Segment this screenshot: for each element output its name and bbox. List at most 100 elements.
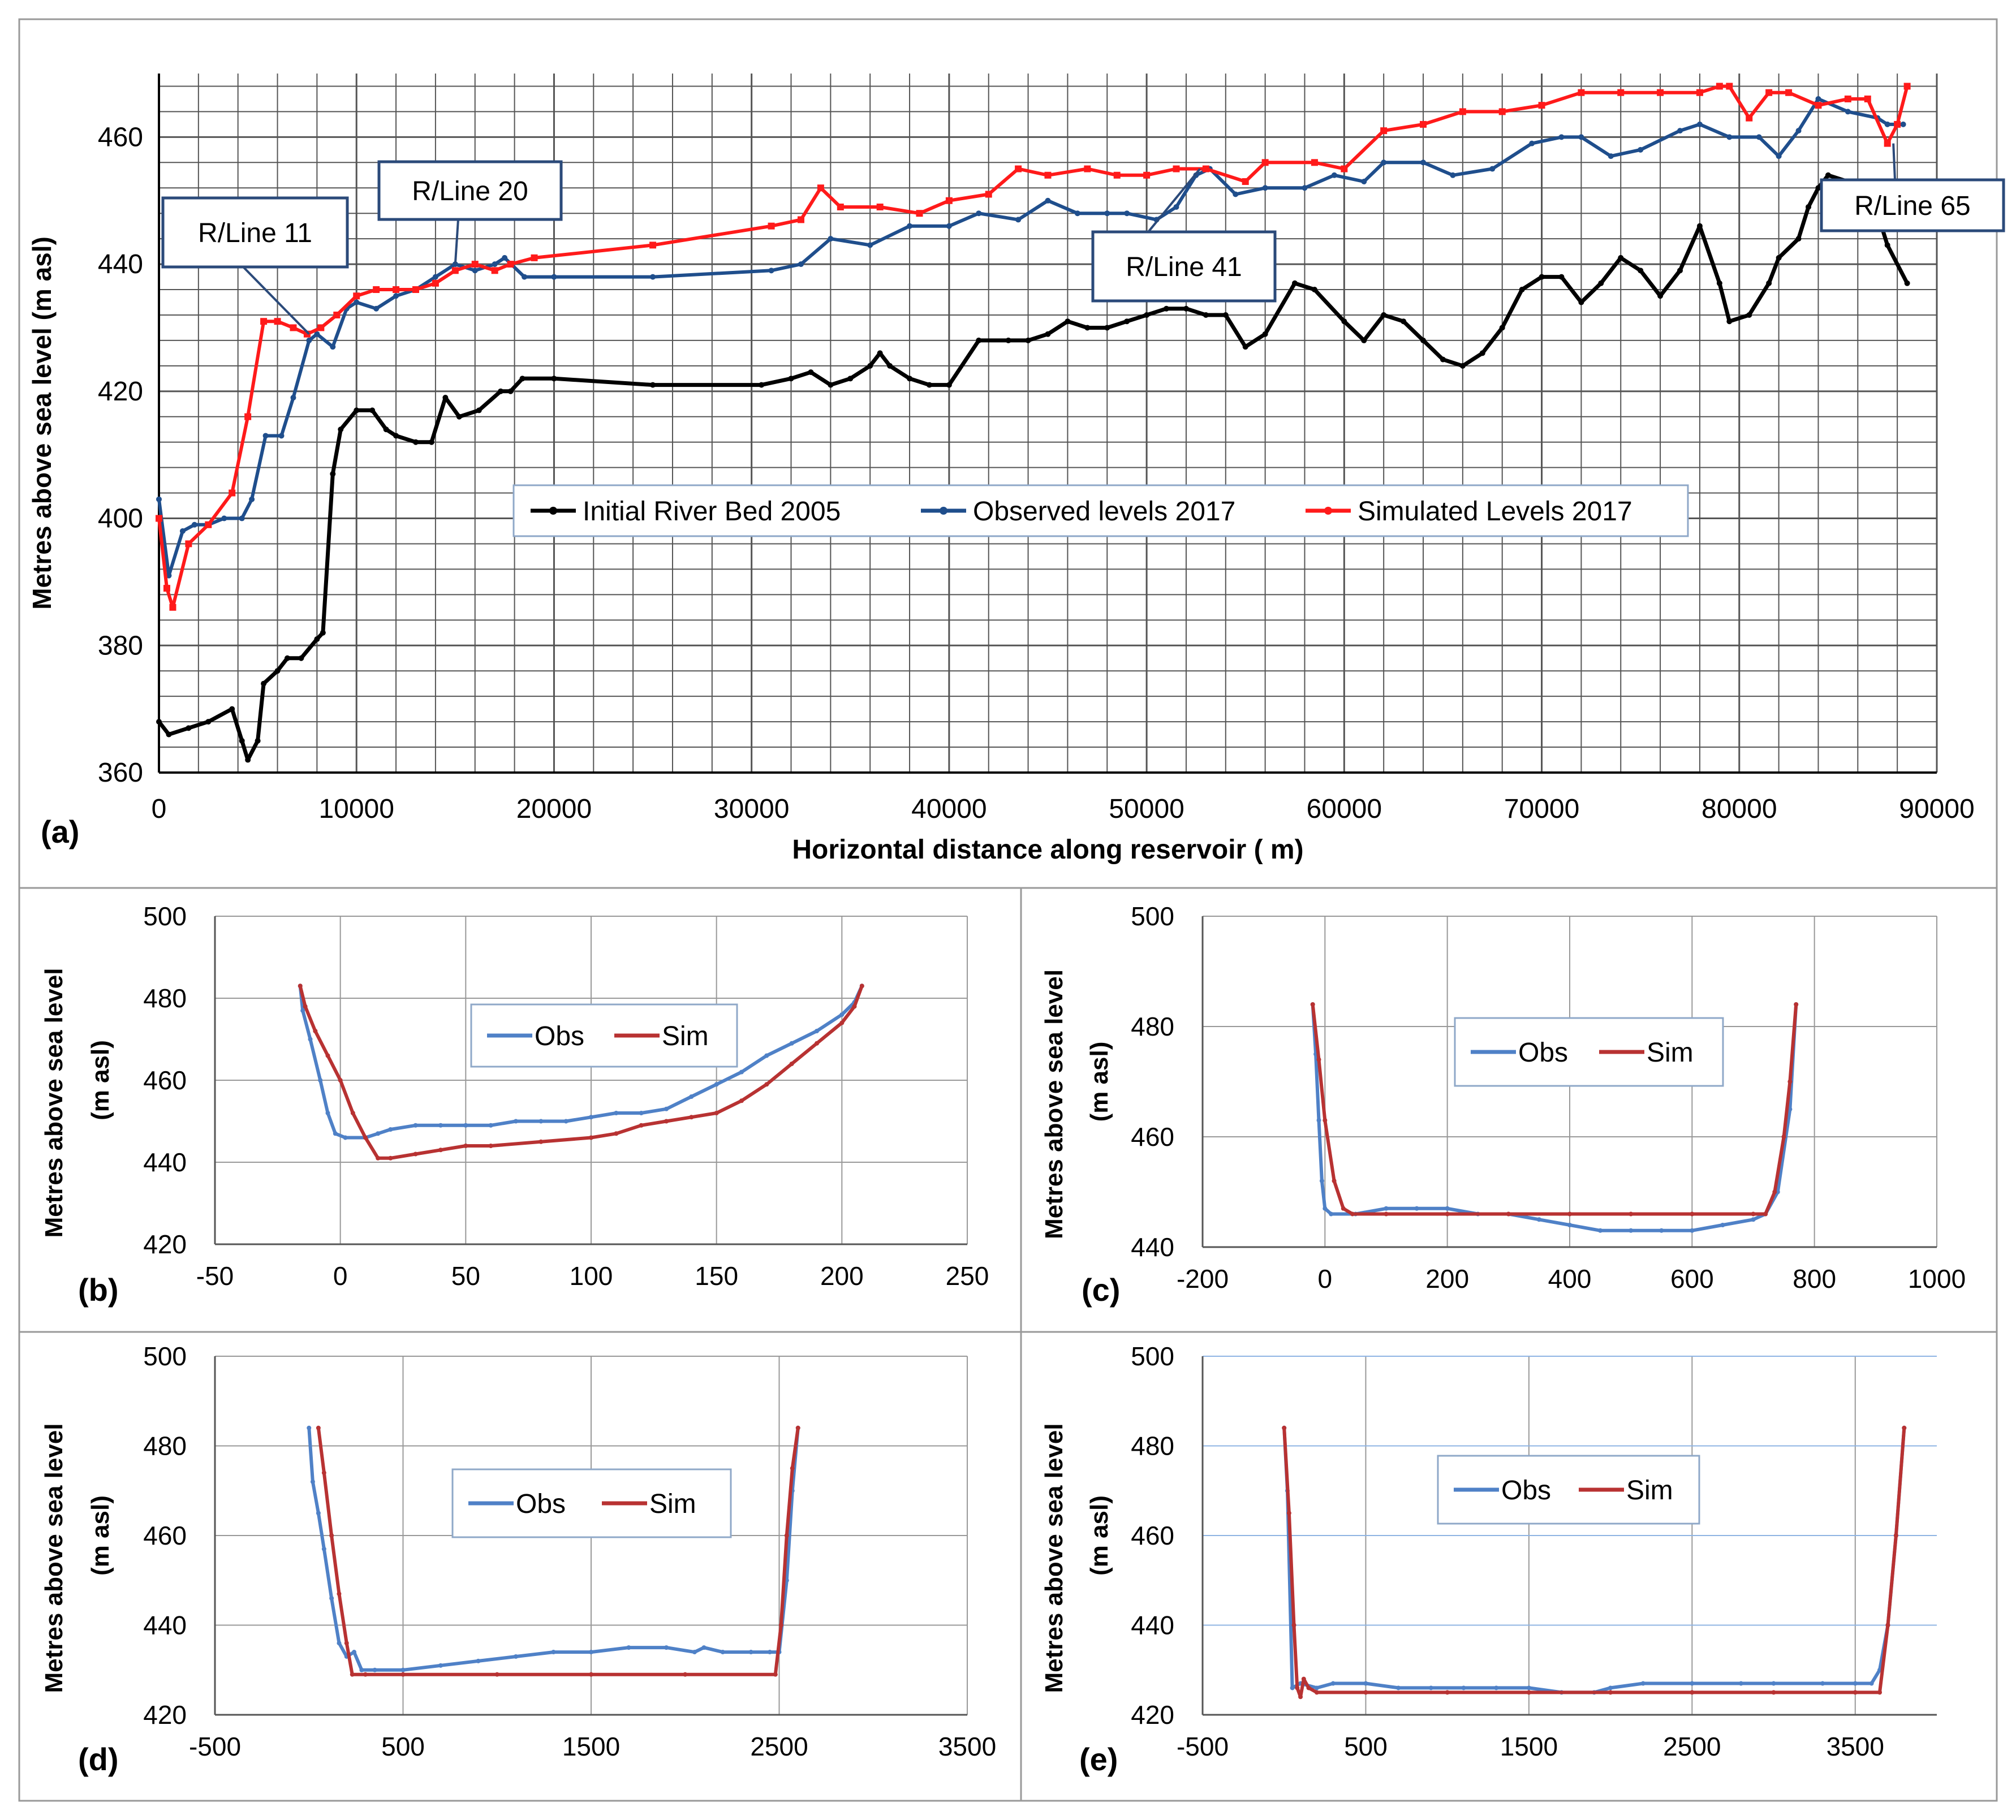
series-point-sim (714, 1111, 719, 1115)
series-point-sim (1893, 1533, 1898, 1538)
series-point-initial-river-bed-2005 (1144, 312, 1150, 318)
series-point-simulated-levels-2017 (1884, 140, 1891, 147)
series-point-initial-river-bed-2005 (759, 382, 765, 388)
x-tick-label: 30000 (714, 794, 789, 824)
series-point-initial-river-bed-2005 (239, 738, 245, 744)
series-point-simulated-levels-2017 (333, 311, 341, 318)
series-point-observed-levels-2017 (1815, 96, 1821, 102)
series-point-initial-river-bed-2005 (1164, 305, 1170, 312)
series-point-initial-river-bed-2005 (1341, 318, 1347, 325)
y-tick-label: 420 (98, 377, 143, 407)
series-point-initial-river-bed-2005 (1696, 223, 1703, 229)
series-point-sim (739, 1098, 744, 1103)
series-point-simulated-levels-2017 (1143, 171, 1151, 179)
series-point-initial-river-bed-2005 (1558, 274, 1565, 280)
series-point-obs (308, 1037, 313, 1042)
series-point-sim (1332, 1179, 1337, 1183)
panel-d: -500 500 1500 2500 3500 420 440 460 480 500 Metres… (40, 1342, 996, 1777)
series-point-initial-river-bed-2005 (1479, 350, 1485, 356)
series-point-sim (1314, 1690, 1319, 1695)
series-point-sim (589, 1672, 593, 1677)
series-point-obs (1319, 1179, 1324, 1183)
series-point-observed-levels-2017 (166, 572, 172, 579)
series-point-observed-levels-2017 (1578, 134, 1584, 140)
series-point-sim (1877, 1690, 1883, 1695)
series-point-simulated-levels-2017 (1113, 171, 1121, 179)
series-point-simulated-levels-2017 (373, 286, 380, 294)
series-point-sim (350, 1672, 355, 1677)
y-axis-title-line1: Metres above sea level (1040, 969, 1068, 1239)
x-tick-label: 60000 (1307, 794, 1382, 824)
series-point-initial-river-bed-2005 (1499, 325, 1505, 331)
callout-leader-r-line-41 (1147, 168, 1201, 233)
series-point-obs (664, 1645, 669, 1650)
series-point-observed-levels-2017 (239, 515, 245, 521)
series-line-sim (316, 1427, 800, 1676)
series-point-obs (689, 1094, 694, 1099)
series-point-initial-river-bed-2005 (383, 426, 389, 433)
series-point-simulated-levels-2017 (649, 241, 657, 249)
series-point-sim (1295, 1685, 1300, 1690)
series-point-simulated-levels-2017 (1746, 114, 1753, 122)
series-point-simulated-levels-2017 (1538, 102, 1545, 109)
series-point-observed-levels-2017 (522, 274, 528, 280)
legend-label-sim: Sim (649, 1489, 696, 1519)
series-point-simulated-levels-2017 (1864, 95, 1871, 102)
series-point-initial-river-bed-2005 (1578, 299, 1584, 305)
x-tick-label: 250 (946, 1261, 989, 1291)
panel-e: -500 500 1500 2500 3500 420 440 460 480 500 Metres… (1040, 1342, 1937, 1777)
series-point-sim (363, 1672, 368, 1677)
series-point-sim (683, 1672, 688, 1677)
series-point-simulated-levels-2017 (1242, 178, 1249, 186)
series-point-simulated-levels-2017 (1380, 127, 1388, 135)
callout-box-r-line-11 (161, 196, 349, 269)
series-point-obs (1738, 1681, 1743, 1686)
y-axis-title-line1: Metres above sea level (40, 968, 68, 1238)
x-tick-label: 0 (1318, 1264, 1333, 1293)
x-tick-label: 200 (820, 1261, 864, 1291)
series-point-sim (1445, 1690, 1450, 1695)
x-tick-label: 2500 (750, 1732, 808, 1761)
series-point-initial-river-bed-2005 (476, 407, 482, 413)
series-point-initial-river-bed-2005 (1292, 280, 1298, 286)
x-tick-label: 80000 (1701, 794, 1777, 824)
series-point-observed-levels-2017 (1558, 134, 1565, 140)
series-point-obs (1629, 1228, 1634, 1233)
series-point-observed-levels-2017 (306, 337, 312, 343)
series-point-initial-river-bed-2005 (1222, 312, 1229, 318)
series-point-obs (1567, 1223, 1572, 1227)
y-tick-label: 460 (1131, 1521, 1174, 1550)
y-tick-label: 440 (1131, 1232, 1174, 1262)
series-point-sim (1341, 1206, 1346, 1211)
series-point-initial-river-bed-2005 (1124, 318, 1130, 325)
series-point-initial-river-bed-2005 (274, 668, 281, 674)
series-point-initial-river-bed-2005 (1065, 318, 1071, 325)
series-point-initial-river-bed-2005 (1420, 337, 1427, 343)
series-point-initial-river-bed-2005 (1440, 356, 1446, 363)
series-point-sim (321, 1470, 326, 1476)
series-point-obs (488, 1123, 493, 1128)
series-point-observed-levels-2017 (278, 433, 285, 439)
series-point-simulated-levels-2017 (163, 585, 170, 592)
series-point-simulated-levels-2017 (1311, 159, 1318, 166)
series-point-initial-river-bed-2005 (354, 407, 360, 413)
series-point-obs (376, 1131, 381, 1136)
x-tick-label: -500 (189, 1732, 241, 1761)
callout-label-r-line-41: R/Line 41 (1126, 252, 1242, 282)
series-point-initial-river-bed-2005 (1598, 280, 1604, 286)
x-tick-label: 0 (152, 794, 167, 824)
series-point-sim (614, 1131, 619, 1136)
series-point-simulated-levels-2017 (916, 210, 923, 217)
series-point-initial-river-bed-2005 (1904, 280, 1910, 286)
series-point-simulated-levels-2017 (432, 279, 439, 287)
series-point-initial-river-bed-2005 (1045, 331, 1051, 337)
series-point-initial-river-bed-2005 (907, 376, 913, 382)
series-point-sim (839, 1020, 845, 1025)
series-point-obs (1414, 1206, 1419, 1211)
series-point-initial-river-bed-2005 (1766, 280, 1772, 286)
legend-label-initial-river-bed-2005: Initial River Bed 2005 (583, 497, 841, 527)
series-point-observed-levels-2017 (373, 305, 380, 312)
series-point-initial-river-bed-2005 (229, 706, 235, 712)
y-tick-label: 460 (98, 122, 143, 152)
series-point-observed-levels-2017 (1845, 109, 1851, 115)
